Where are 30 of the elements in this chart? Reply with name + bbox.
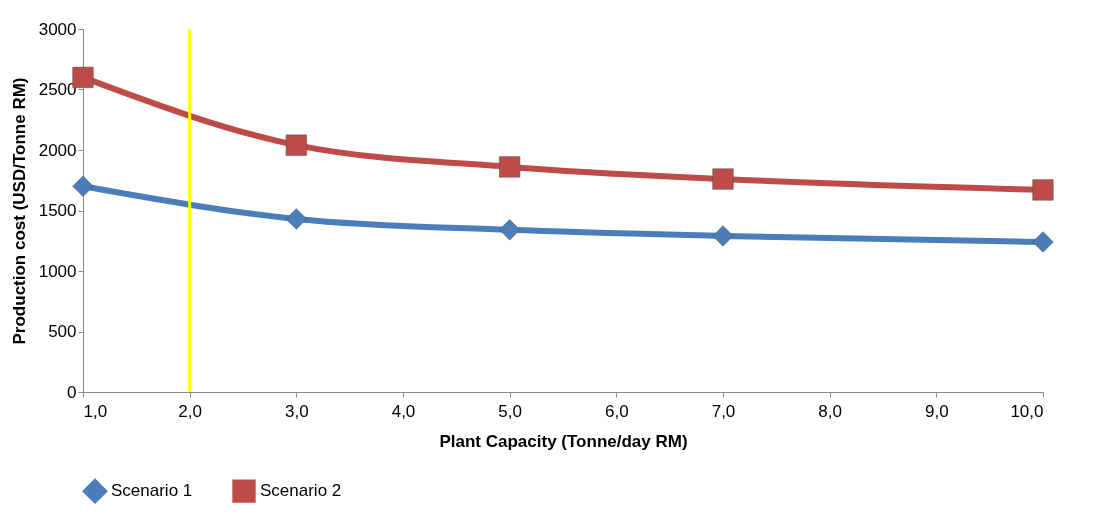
- x-tick-label: 3,0: [285, 401, 309, 421]
- y-tick-label: 500: [48, 322, 77, 341]
- x-tick-label: 1,0: [83, 401, 108, 421]
- x-axis-title: Plant Capacity (Tonne/day RM): [439, 431, 688, 451]
- point: [285, 208, 307, 230]
- x-tick-label: 10,0: [1010, 401, 1044, 421]
- point: [285, 134, 307, 156]
- point: [499, 219, 521, 241]
- x-tick-label: 9,0: [925, 401, 949, 421]
- x-tick-label: 6,0: [605, 401, 629, 421]
- point: [712, 225, 734, 247]
- x-tick-label: 5,0: [498, 401, 522, 421]
- y-tick-label: 1500: [38, 201, 77, 220]
- point: [712, 168, 734, 190]
- y-tick-label: 2000: [38, 140, 77, 160]
- x-tick-label: 2,0: [178, 401, 202, 421]
- y-tick-label: 0: [67, 382, 77, 402]
- point: [1032, 231, 1054, 253]
- y-tick-label: 3000: [38, 19, 77, 39]
- legend-label: Scenario 2: [260, 481, 342, 501]
- point: [499, 156, 521, 178]
- x-tick-label: 4,0: [391, 401, 416, 421]
- y-tick-label: 2500: [38, 80, 77, 99]
- point: [1032, 179, 1054, 201]
- x-tick-label: 8,0: [818, 401, 842, 421]
- point: [72, 175, 94, 197]
- x-tick-label: 7,0: [711, 401, 736, 421]
- y-axis-title: Production cost (USD/Tonne RM): [9, 77, 29, 345]
- legend-label: Scenario 1: [111, 481, 193, 501]
- y-tick-label: 1000: [38, 261, 77, 281]
